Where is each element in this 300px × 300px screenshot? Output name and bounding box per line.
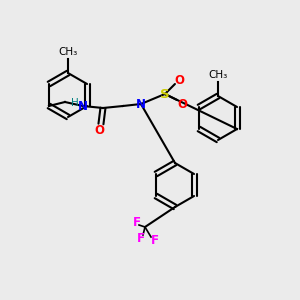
Text: CH₃: CH₃ xyxy=(208,70,228,80)
Text: O: O xyxy=(177,98,187,110)
Text: F: F xyxy=(133,217,141,230)
Text: S: S xyxy=(160,88,170,100)
Text: N: N xyxy=(78,100,88,112)
Text: H: H xyxy=(71,98,79,108)
Text: N: N xyxy=(136,98,146,110)
Text: F: F xyxy=(137,232,145,245)
Text: CH₃: CH₃ xyxy=(58,47,78,57)
Text: O: O xyxy=(174,74,184,86)
Text: O: O xyxy=(94,124,104,136)
Text: F: F xyxy=(151,235,159,248)
